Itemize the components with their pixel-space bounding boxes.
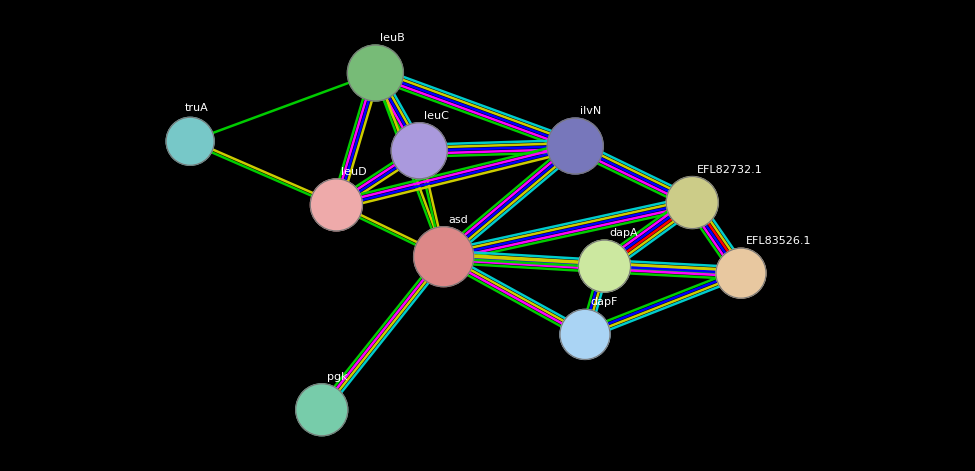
Text: leuB: leuB [380, 33, 406, 43]
Circle shape [666, 177, 719, 228]
Circle shape [347, 45, 404, 101]
Text: dapF: dapF [590, 297, 617, 308]
Text: leuC: leuC [424, 111, 449, 121]
Text: EFL83526.1: EFL83526.1 [746, 236, 811, 246]
Circle shape [166, 117, 214, 165]
Circle shape [560, 309, 610, 359]
Circle shape [295, 384, 348, 436]
Text: truA: truA [185, 103, 209, 114]
Text: leuD: leuD [341, 167, 367, 177]
Circle shape [547, 118, 604, 174]
Text: ilvN: ilvN [580, 106, 602, 116]
Text: EFL82732.1: EFL82732.1 [697, 164, 763, 175]
Text: dapA: dapA [609, 228, 638, 238]
Text: asd: asd [448, 215, 468, 225]
Circle shape [310, 179, 363, 231]
Circle shape [391, 123, 448, 179]
Circle shape [413, 227, 474, 287]
Circle shape [578, 240, 631, 292]
Circle shape [716, 248, 766, 298]
Text: pgk: pgk [327, 372, 347, 382]
